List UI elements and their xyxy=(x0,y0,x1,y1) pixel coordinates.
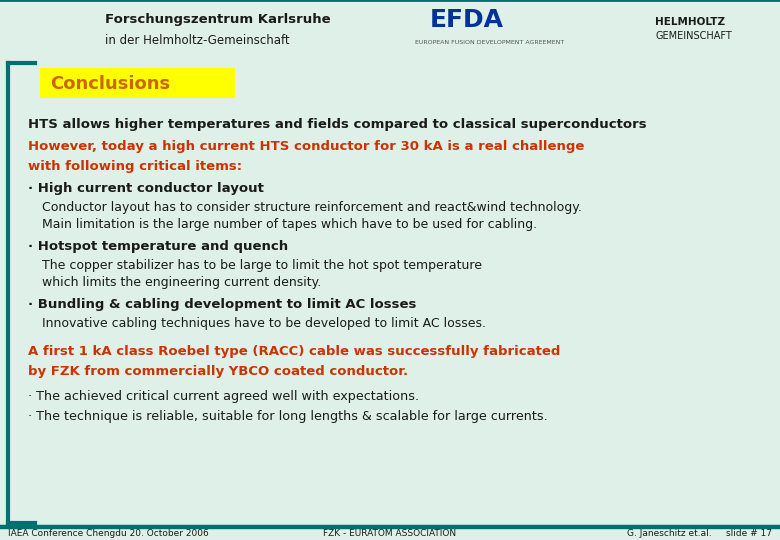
Text: with following critical items:: with following critical items: xyxy=(28,160,242,173)
Text: HTS allows higher temperatures and fields compared to classical superconductors: HTS allows higher temperatures and field… xyxy=(28,118,647,131)
Text: However, today a high current HTS conductor for 30 kA is a real challenge: However, today a high current HTS conduc… xyxy=(28,140,584,153)
Text: in der Helmholtz-Gemeinschaft: in der Helmholtz-Gemeinschaft xyxy=(105,33,289,46)
Text: which limits the engineering current density.: which limits the engineering current den… xyxy=(42,276,321,289)
Text: GEMEINSCHAFT: GEMEINSCHAFT xyxy=(655,31,732,41)
Text: · High current conductor layout: · High current conductor layout xyxy=(28,182,264,195)
Text: Conductor layout has to consider structure reinforcement and react&wind technolo: Conductor layout has to consider structu… xyxy=(42,201,582,214)
Text: The copper stabilizer has to be large to limit the hot spot temperature: The copper stabilizer has to be large to… xyxy=(42,259,482,272)
Text: Conclusions: Conclusions xyxy=(50,75,170,93)
Text: EUROPEAN FUSION DEVELOPMENT AGREEMENT: EUROPEAN FUSION DEVELOPMENT AGREEMENT xyxy=(415,39,564,44)
Text: FZK - EURATOM ASSOCIATION: FZK - EURATOM ASSOCIATION xyxy=(324,529,456,538)
Text: Main limitation is the large number of tapes which have to be used for cabling.: Main limitation is the large number of t… xyxy=(42,218,537,231)
Text: G. Janeschitz et.al.     slide # 17: G. Janeschitz et.al. slide # 17 xyxy=(627,529,772,538)
Text: by FZK from commercially YBCO coated conductor.: by FZK from commercially YBCO coated con… xyxy=(28,365,408,378)
Text: Forschungszentrum Karlsruhe: Forschungszentrum Karlsruhe xyxy=(105,14,331,26)
Text: EFDA: EFDA xyxy=(430,8,504,32)
Text: Innovative cabling techniques have to be developed to limit AC losses.: Innovative cabling techniques have to be… xyxy=(42,317,486,330)
FancyBboxPatch shape xyxy=(40,68,235,98)
Text: · The technique is reliable, suitable for long lengths & scalable for large curr: · The technique is reliable, suitable fo… xyxy=(28,410,548,423)
Text: A first 1 kA class Roebel type (RACC) cable was successfully fabricated: A first 1 kA class Roebel type (RACC) ca… xyxy=(28,345,560,358)
Text: IAEA Conference Chengdu 20. October 2006: IAEA Conference Chengdu 20. October 2006 xyxy=(8,529,209,538)
Text: · Bundling & cabling development to limit AC losses: · Bundling & cabling development to limi… xyxy=(28,298,417,311)
Text: · The achieved critical current agreed well with expectations.: · The achieved critical current agreed w… xyxy=(28,390,419,403)
Text: HELMHOLTZ: HELMHOLTZ xyxy=(655,17,725,27)
Text: · Hotspot temperature and quench: · Hotspot temperature and quench xyxy=(28,240,288,253)
